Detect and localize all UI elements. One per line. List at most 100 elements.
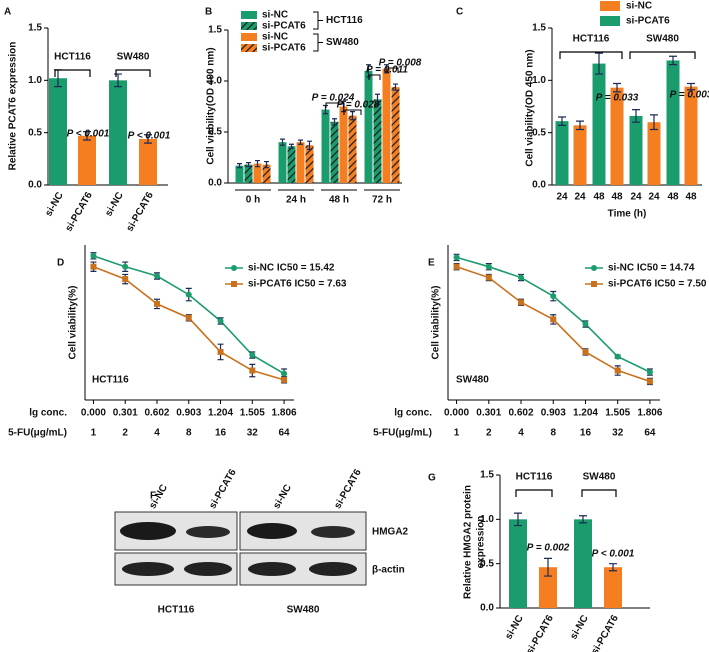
y-tick-label: 0.5 xyxy=(532,127,546,138)
marker xyxy=(646,369,653,376)
y-tick-label: 1.5 xyxy=(28,23,42,34)
bar xyxy=(235,165,244,183)
error-bar xyxy=(544,557,552,577)
error-bar xyxy=(144,134,152,144)
x-tick-label: si-PCAT6 xyxy=(124,190,156,234)
bar xyxy=(348,115,357,183)
annotation-bracket xyxy=(325,102,345,108)
annotation: P < 0.001 xyxy=(128,131,171,142)
error-bar xyxy=(650,114,658,131)
x2-axis-label: 5-FU(μg/mL) xyxy=(373,428,432,439)
marker xyxy=(614,353,621,360)
y-axis-label: expression xyxy=(476,516,487,569)
x-tick-label: 1.204 xyxy=(573,408,598,419)
lane-label: si-PCAT6 xyxy=(207,467,239,511)
legend-label: si-PCAT6 xyxy=(626,16,670,27)
band xyxy=(247,523,297,539)
bar xyxy=(391,87,400,183)
annotation: P = 0.008 xyxy=(379,58,422,69)
x-tick-label: 24 h xyxy=(286,195,306,206)
legend-label: si-PCAT6 IC50 = 7.50 xyxy=(608,279,707,290)
bar xyxy=(78,135,96,185)
y-tick-label: 0.0 xyxy=(532,180,546,191)
x-tick-label: 1.505 xyxy=(605,408,630,419)
error-bar xyxy=(255,159,260,168)
bar xyxy=(610,87,624,185)
marker xyxy=(122,263,129,270)
y-tick-label: 1.0 xyxy=(480,514,494,525)
error-bar xyxy=(632,109,640,123)
error-bar xyxy=(669,55,677,66)
marker xyxy=(485,263,492,270)
x-tick-label: 1.505 xyxy=(240,408,265,419)
panel-letter: G xyxy=(428,473,436,484)
legend-swatch xyxy=(241,33,257,41)
marker xyxy=(122,276,129,283)
marker xyxy=(90,263,97,270)
error-bar xyxy=(393,83,398,91)
x-tick-label: si-NC xyxy=(568,613,591,641)
y-tick-label: 1.5 xyxy=(532,23,546,34)
error-bar xyxy=(350,111,355,121)
x2-tick-label: 32 xyxy=(612,428,624,439)
x-axis-label: lg conc. xyxy=(394,408,432,419)
bar xyxy=(573,125,587,185)
x2-tick-label: 1 xyxy=(454,428,460,439)
y-axis-label: Cell viability(%) xyxy=(431,286,442,360)
x-tick-label: 1.204 xyxy=(208,408,233,419)
x-tick-label: 0.301 xyxy=(113,408,138,419)
protein-label: HMGA2 xyxy=(372,527,409,538)
x-tick-label: 72 h xyxy=(372,195,392,206)
y-tick-label: 1.0 xyxy=(532,75,546,86)
band xyxy=(311,526,355,538)
x-tick-label: 0.602 xyxy=(144,408,169,419)
marker xyxy=(550,293,557,300)
marker xyxy=(185,314,192,321)
group-bracket xyxy=(559,51,623,59)
legend-label: si-NC IC50 = 14.74 xyxy=(608,263,695,274)
bar xyxy=(604,567,622,608)
bar xyxy=(339,106,348,183)
bar xyxy=(287,146,296,183)
marker xyxy=(614,367,621,374)
y-tick-label: 1.0 xyxy=(28,75,42,86)
x-tick-label: 1.806 xyxy=(272,408,297,419)
bar xyxy=(684,86,698,185)
marker xyxy=(153,300,160,307)
x-tick-label: 1.806 xyxy=(637,408,662,419)
annotation: P = 0.002 xyxy=(527,543,570,554)
panel-letter: E xyxy=(428,258,435,269)
legend-label: si-NC xyxy=(626,1,652,12)
bar xyxy=(592,63,606,185)
bar xyxy=(305,145,314,183)
western-blot: F si-NC si-PCAT6 si-NC si-PCAT6 HMGA2 β-… xyxy=(114,467,409,616)
annotation-bracket xyxy=(368,74,381,80)
y-tick-label: 0.5 xyxy=(28,127,42,138)
legend-label: si-PCAT6 IC50 = 7.63 xyxy=(248,279,347,290)
bar xyxy=(139,138,157,185)
x2-tick-label: 1 xyxy=(91,428,97,439)
group-bracket xyxy=(54,69,91,77)
marker xyxy=(217,317,224,324)
bar xyxy=(555,121,569,185)
x2-tick-label: 64 xyxy=(644,428,656,439)
marker xyxy=(582,348,589,355)
legend-label: si-NC IC50 = 15.42 xyxy=(248,263,335,274)
band xyxy=(122,562,174,576)
x-tick-label: 24 xyxy=(574,192,586,203)
bar xyxy=(364,70,373,183)
bar xyxy=(539,567,557,608)
legend-label: si-NC xyxy=(262,32,288,43)
bar xyxy=(373,99,382,183)
y-tick-label: 1.5 xyxy=(480,470,494,481)
error-bar xyxy=(83,131,91,141)
bar xyxy=(509,519,527,608)
marker xyxy=(249,352,256,359)
marker xyxy=(90,252,97,259)
error-bar xyxy=(246,162,251,168)
x2-tick-label: 16 xyxy=(215,428,227,439)
x-tick-label: si-PCAT6 xyxy=(63,190,95,234)
error-bar xyxy=(264,160,269,169)
annotation: P < 0.001 xyxy=(592,549,635,560)
